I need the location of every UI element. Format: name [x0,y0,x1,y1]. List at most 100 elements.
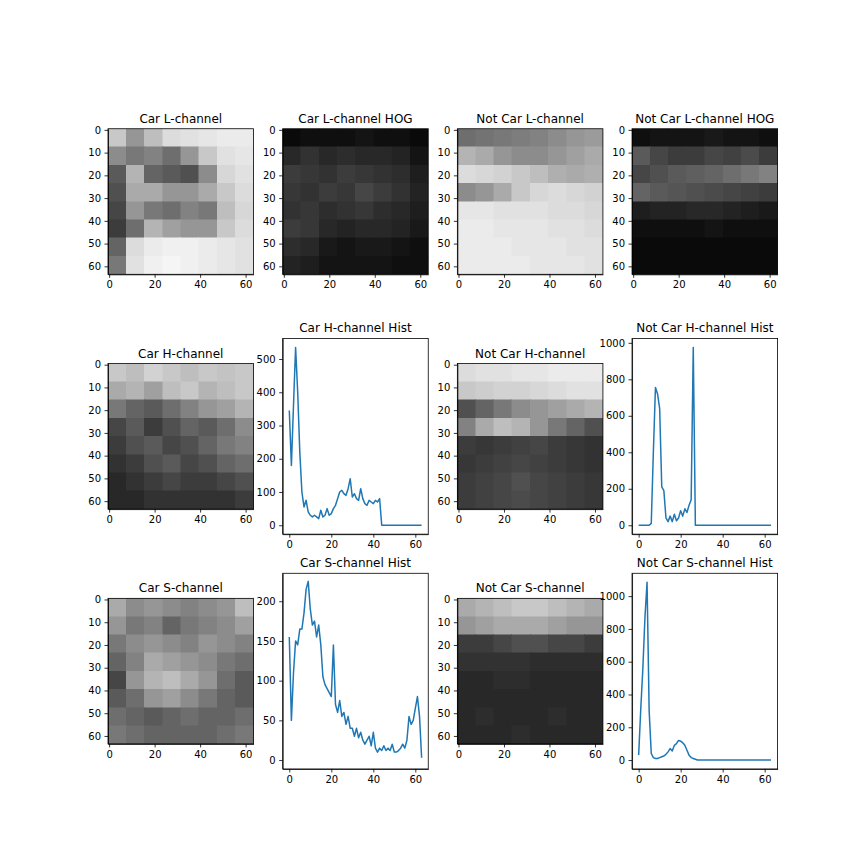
tick-label: 400 [606,689,625,700]
image-cell [457,183,475,201]
image-cell [392,238,410,256]
image-cell [494,165,512,183]
image-cell [410,183,428,201]
y-tick: 800 [606,624,632,635]
image-cell [548,653,566,671]
tick-label: 10 [438,382,451,393]
x-tick: 40 [717,534,730,550]
image-cell [144,183,162,201]
image-cell [548,220,566,238]
tick-mark [279,426,283,427]
x-tick: 40 [544,509,557,525]
image-cell [410,220,428,238]
image-cell [199,129,217,147]
x-tick: 20 [149,274,162,290]
frame [632,338,778,534]
image-cell [494,689,512,707]
image-cell [567,382,585,400]
figure: 02040600102030405060Car L-channel0204060… [0,0,864,864]
image-cell [319,183,337,201]
x-tick: 40 [717,769,730,785]
image-cell [585,689,603,707]
image-cell [457,382,475,400]
tick-label: 20 [675,539,688,550]
image-cell [163,129,181,147]
image-cell [650,220,668,238]
image-cell [301,183,319,201]
tick-label: 60 [438,261,451,272]
y-tick: 30 [438,193,458,204]
image-cell [301,147,319,165]
y-tick: 10 [438,147,458,158]
hist-line [639,582,771,760]
axis-line [109,274,255,275]
image-cell [163,491,181,509]
y-tick: 30 [438,662,458,673]
image-cell [410,238,428,256]
image-cell [235,418,253,436]
image-cell [567,220,585,238]
image-cell [319,129,337,147]
image-cell [217,183,235,201]
image-cell [567,256,585,274]
image-cell [144,400,162,418]
image-cell [235,364,253,382]
image-cell [126,220,144,238]
y-axis: 0102030405060 [263,125,283,275]
y-tick: 100 [257,675,283,686]
image-cell [235,708,253,726]
image-cell [217,671,235,689]
tick-label: 200 [257,596,276,607]
image-cell [476,183,494,201]
image-cell [668,165,686,183]
image-cell [585,726,603,744]
subplot: 02040600102030405060Not Car L-channel [438,112,604,291]
y-tick: 0 [444,359,457,370]
image-cell [548,400,566,418]
image-cell [235,671,253,689]
axis-line [633,534,779,535]
image-cell [567,238,585,256]
y-tick: 600 [606,410,632,421]
image-cell [512,689,530,707]
image-cell [181,364,199,382]
image-cell [650,183,668,201]
image-cell [585,400,603,418]
tick-label: 0 [456,749,462,760]
image-cell [163,183,181,201]
plot-area [108,364,254,510]
image-cell [235,436,253,454]
x-axis: 0204060 [456,509,604,525]
y-tick: 50 [88,238,108,249]
image-cell [687,238,705,256]
x-tick: 40 [369,274,382,290]
tick-label: 0 [619,125,625,136]
y-axis: 0100200300400500 [257,339,284,535]
tick-label: 30 [612,193,625,204]
image-cell [108,689,126,707]
y-tick: 30 [438,428,458,439]
tick-label: 60 [589,279,602,290]
tick-label: 200 [257,453,276,464]
x-tick: 20 [325,769,338,785]
image-cell [392,165,410,183]
image-cell [337,256,355,274]
image-cell [217,598,235,616]
y-tick: 10 [88,382,108,393]
image-cell [126,473,144,491]
y-tick: 10 [263,147,283,158]
subplot: 02040600102030405060Not Car S-channel [438,581,604,760]
subplot-title: Not Car S-channel Hist [637,556,773,570]
image-cell [457,598,475,616]
tick-mark [279,392,283,393]
image-cell [476,202,494,220]
image-cell [181,635,199,653]
tick-mark [629,452,633,453]
plot-area [632,129,778,275]
tick-label: 400 [257,387,276,398]
tick-mark [639,534,640,538]
image-cell [548,708,566,726]
image-cell [476,418,494,436]
tick-mark [105,501,109,502]
tick-mark [595,744,596,748]
